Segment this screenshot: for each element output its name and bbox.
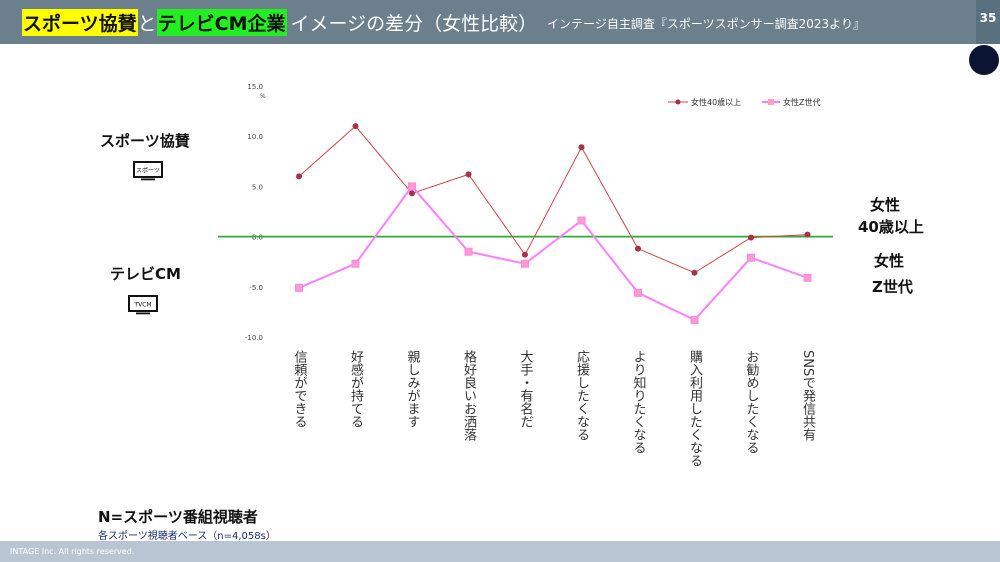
data-point: [295, 283, 303, 292]
y-axis: 15.0 10.0 5.0 0.0 -5.0 -10.0%: [245, 83, 266, 342]
x-tick-label: より知りたくなる: [631, 350, 647, 454]
tv-icon-tvcm: TVCM: [128, 295, 158, 315]
x-axis: 信頼ができる 好感が持てる 親しみがます 格好良いお洒落 大手・有名だ 応援したくなる より…: [292, 349, 816, 467]
x-tick-label: 大手・有名だ: [518, 350, 534, 428]
page-number: 35: [976, 0, 1000, 44]
x-tick-label: SNSで発信共有: [800, 350, 816, 442]
y-tick-label: -5.0: [249, 284, 263, 292]
decorative-dot: [969, 45, 999, 75]
title-rest: イメージの差分（女性比較）: [290, 12, 538, 35]
legend-label: 女性40歳以上: [691, 97, 741, 107]
x-tick-label: 好感が持てる: [348, 350, 364, 428]
x-tick-label: 信頼ができる: [292, 350, 308, 428]
data-point: [296, 173, 302, 180]
legend-label: 女性Z世代: [783, 97, 820, 107]
x-tick-label: 応援したくなる: [574, 350, 590, 441]
title-subtitle: インテージ自主調査『スポーツスポンサー調査2023より』: [547, 17, 865, 31]
x-tick-label: 格好良いお洒落: [461, 349, 477, 441]
tv-icon-sports: スポーツ: [133, 161, 163, 181]
title-connector: と: [137, 12, 157, 35]
series-layer: [295, 123, 812, 324]
data-point: [521, 259, 529, 268]
chart-legend: 女性40歳以上 女性Z世代: [668, 97, 820, 107]
tvcm-label: テレビCM: [110, 265, 181, 283]
data-point: [351, 259, 360, 268]
data-point: [747, 253, 755, 262]
data-point: [635, 245, 641, 252]
tv-icon-tvcm-text: TVCM: [133, 302, 151, 309]
data-point: [691, 269, 698, 276]
x-tick-label: 購入利用したくなる: [687, 350, 703, 467]
data-point: [634, 288, 642, 297]
data-point: [408, 182, 416, 191]
legend-swatch-marker: [675, 99, 681, 105]
data-point: [690, 315, 699, 324]
title-tvcm-highlight: テレビCM企業: [156, 8, 287, 36]
data-point: [465, 171, 472, 178]
y-tick-label: 0.0: [252, 234, 263, 242]
data-point: [464, 247, 473, 256]
data-point: [803, 273, 812, 282]
data-point: [409, 190, 415, 197]
femaleZ-label-line1: 女性: [874, 252, 905, 270]
y-tick-label: -10.0: [245, 334, 263, 342]
data-point: [352, 123, 359, 130]
tv-icon-sports-text: スポーツ: [136, 167, 160, 175]
data-point: [748, 234, 754, 241]
title-sports-highlight: スポーツ協賛: [22, 8, 138, 36]
femaleZ-label-line2: Z世代: [872, 278, 913, 296]
sample-size-note: 各スポーツ視聴者ベース（n=4,058s）: [98, 531, 276, 542]
legend-swatch-marker: [768, 99, 774, 105]
sample-size-title: N=スポーツ番組視聴者: [98, 508, 258, 526]
sports-label: スポーツ協賛: [100, 132, 190, 150]
female40-label-line1: 女性: [870, 196, 901, 214]
page-title: スポーツ協賛 と テレビCM企業 イメージの差分（女性比較） インテージ自主調査…: [22, 8, 865, 36]
data-point: [577, 216, 586, 225]
x-tick-label: 親しみがます: [405, 350, 421, 428]
female40-label-line2: 40歳以上: [858, 218, 924, 236]
series-line-1: [298, 184, 808, 322]
y-unit-label: %: [260, 93, 266, 100]
y-tick-label: 5.0: [252, 183, 263, 191]
footer-bar: [0, 541, 1000, 562]
data-point: [578, 144, 585, 151]
data-point: [804, 231, 811, 238]
x-tick-label: お勧めしたくなる: [744, 350, 760, 454]
series-line-0: [298, 125, 808, 274]
copyright: INTAGE Inc. All rights reserved.: [10, 547, 135, 556]
data-point: [522, 251, 528, 258]
y-tick-label: 15.0: [247, 83, 263, 91]
y-tick-label: 10.0: [247, 133, 263, 141]
